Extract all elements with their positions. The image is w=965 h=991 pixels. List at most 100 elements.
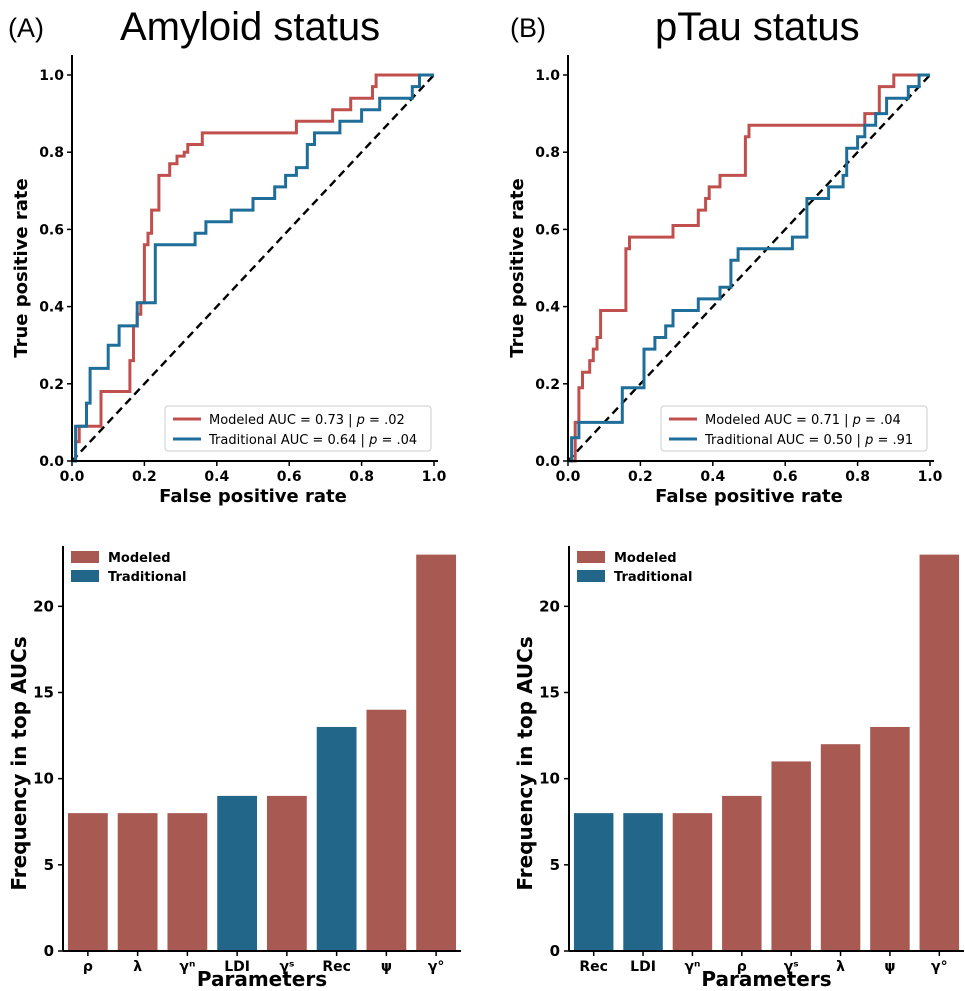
- y-tick-label: 0.8: [39, 145, 64, 161]
- x-tick-label: 0.6: [773, 469, 798, 485]
- x-tick-label: 0.4: [204, 469, 229, 485]
- bar-modeled: [870, 726, 910, 951]
- y-axis-label: Frequency in top AUCs: [513, 636, 537, 890]
- x-tick-label: λ: [836, 959, 845, 975]
- x-tick-label: ρ: [83, 959, 93, 975]
- y-axis-label: True positive rate: [11, 178, 32, 357]
- x-tick-label: γ°: [931, 959, 948, 975]
- y-tick-label: 20: [539, 597, 560, 615]
- legend-label-part: p: [368, 433, 377, 448]
- y-tick-label: 0.2: [535, 377, 560, 393]
- x-axis-label: Parameters: [701, 967, 831, 991]
- legend-box: [164, 405, 432, 452]
- bar-traditional: [573, 813, 614, 951]
- y-tick-label: 0.0: [39, 454, 64, 470]
- x-tick-label: 0.0: [60, 469, 85, 485]
- x-tick-label: γˢ: [279, 959, 294, 975]
- y-tick-label: 10: [33, 770, 54, 788]
- legend-label-part: Modeled AUC = 0.73 |: [209, 413, 357, 428]
- x-tick-label: γⁿ: [179, 959, 195, 975]
- legend-label-part: p: [864, 433, 873, 448]
- bar-modeled: [919, 554, 960, 951]
- x-tick-label: ψ: [884, 959, 895, 975]
- bar-modeled: [771, 761, 811, 951]
- y-tick-label: 0: [550, 942, 560, 960]
- legend-label-part: = .04: [861, 413, 901, 428]
- legend-swatch: [577, 570, 605, 582]
- legend-label-part: = .02: [365, 413, 405, 428]
- legend-label-part: Traditional AUC = 0.64 |: [208, 433, 369, 448]
- x-tick-label: Rec: [322, 959, 351, 975]
- legend-label-part: Modeled AUC = 0.71 |: [705, 413, 853, 428]
- y-tick-label: 0.4: [39, 300, 64, 316]
- x-tick-label: λ: [133, 959, 142, 975]
- panel-a-title: Amyloid status: [120, 5, 381, 49]
- x-tick-label: 0.8: [349, 469, 374, 485]
- bar-modeled: [67, 813, 108, 951]
- bar-modeled: [820, 744, 861, 951]
- x-tick-label: γⁿ: [684, 959, 700, 975]
- legend-swatch: [71, 570, 99, 582]
- x-tick-label: 1.0: [422, 469, 447, 485]
- panel-a-letter: (A): [8, 13, 44, 43]
- bar-modeled: [117, 813, 158, 951]
- legend-box: [660, 405, 928, 452]
- y-tick-label: 5: [550, 856, 560, 874]
- traditional-roc-line: [72, 73, 434, 463]
- x-tick-label: LDI: [224, 959, 250, 975]
- x-tick-label: 0.6: [277, 469, 302, 485]
- x-axis-label: False positive rate: [655, 486, 843, 507]
- y-tick-label: 0.6: [39, 222, 64, 238]
- x-tick-label: ρ: [737, 959, 747, 975]
- legend-label-part: = .91: [873, 433, 913, 448]
- y-tick-label: 0.8: [535, 145, 560, 161]
- bar-traditional: [623, 813, 663, 951]
- modeled-roc-line: [72, 73, 434, 463]
- panel-b-title: pTau status: [655, 5, 860, 49]
- x-axis-label: False positive rate: [159, 486, 347, 507]
- y-tick-label: 0: [44, 942, 54, 960]
- legend-label: Traditional: [614, 570, 692, 585]
- y-axis-label: Frequency in top AUCs: [7, 636, 31, 890]
- bar-modeled: [722, 795, 762, 951]
- bar-traditional: [217, 795, 258, 951]
- y-tick-label: 1.0: [535, 68, 560, 84]
- legend-label: Modeled AUC = 0.73 | p = .02: [209, 413, 405, 428]
- legend-label: Modeled AUC = 0.71 | p = .04: [705, 413, 901, 428]
- x-tick-label: 1.0: [918, 469, 943, 485]
- x-tick-label: Rec: [579, 959, 608, 975]
- legend-swatch: [71, 551, 99, 563]
- y-tick-label: 1.0: [39, 68, 64, 84]
- legend-swatch: [577, 551, 605, 563]
- panel-b-letter: (B): [510, 13, 546, 43]
- bar-modeled: [266, 795, 307, 951]
- x-tick-label: 0.4: [700, 469, 725, 485]
- x-tick-label: γˢ: [784, 959, 799, 975]
- y-tick-label: 5: [44, 856, 54, 874]
- legend-label: Traditional AUC = 0.64 | p = .04: [208, 433, 417, 448]
- x-tick-label: ψ: [381, 959, 392, 975]
- y-tick-label: 15: [33, 683, 54, 701]
- traditional-roc-line: [568, 73, 930, 463]
- bar-modeled: [672, 813, 713, 951]
- y-tick-label: 0.4: [535, 300, 560, 316]
- modeled-roc-line: [568, 73, 930, 463]
- legend-label: Modeled: [614, 551, 677, 566]
- legend-label-part: = .04: [377, 433, 417, 448]
- x-tick-label: LDI: [630, 959, 656, 975]
- x-tick-label: 0.8: [845, 469, 870, 485]
- x-tick-label: 0.2: [132, 469, 157, 485]
- chance-line: [71, 74, 435, 462]
- y-tick-label: 0.6: [535, 222, 560, 238]
- legend-label: Traditional: [108, 570, 186, 585]
- chance-line: [567, 74, 931, 462]
- y-tick-label: 20: [33, 597, 54, 615]
- legend-label: Traditional AUC = 0.50 | p = .91: [704, 433, 913, 448]
- bar-traditional: [316, 726, 357, 951]
- y-axis-label: True positive rate: [507, 178, 528, 357]
- legend-label-part: p: [852, 413, 861, 428]
- y-tick-label: 0.0: [535, 454, 560, 470]
- y-tick-label: 0.2: [39, 377, 64, 393]
- legend-label-part: p: [356, 413, 365, 428]
